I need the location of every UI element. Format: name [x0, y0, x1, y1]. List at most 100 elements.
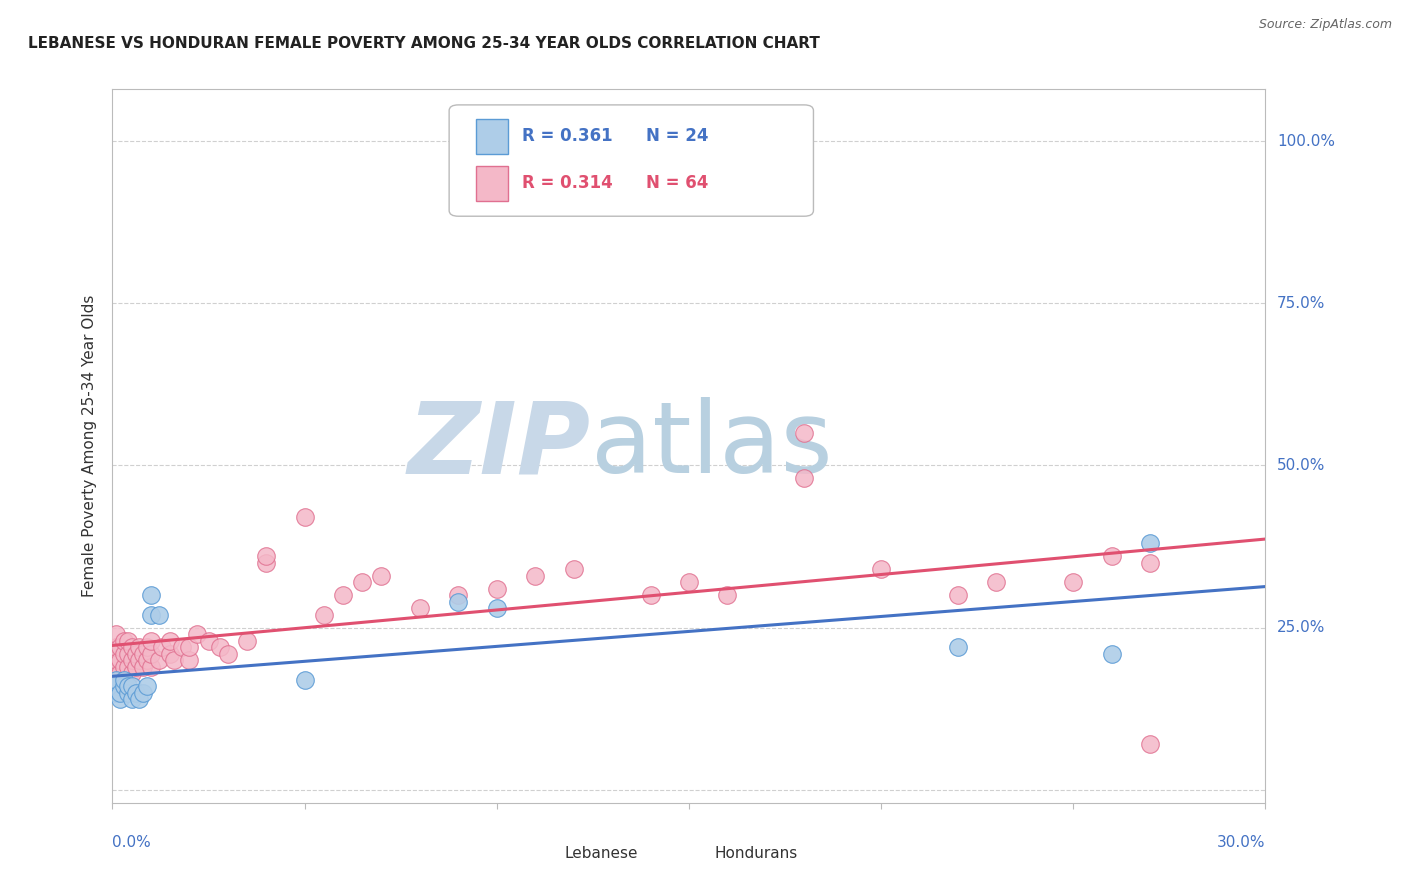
Point [121, 653, 143, 667]
Text: ZIP: ZIP [408, 398, 591, 494]
Point [186, 627, 208, 641]
Text: 25.0%: 25.0% [1277, 620, 1326, 635]
Point [108, 640, 131, 654]
Point [128, 653, 150, 667]
Text: 100.0%: 100.0% [1277, 134, 1334, 149]
Point [121, 666, 143, 681]
Point [159, 633, 181, 648]
Point [105, 666, 128, 681]
Point [986, 575, 1008, 590]
Text: R = 0.314: R = 0.314 [522, 175, 613, 193]
FancyBboxPatch shape [449, 105, 814, 216]
Point [678, 575, 700, 590]
Point [128, 692, 150, 706]
Point [139, 588, 162, 602]
Point [124, 659, 146, 673]
Point [121, 640, 143, 654]
Point [139, 633, 162, 648]
Point [136, 640, 159, 654]
Point [294, 673, 316, 687]
Point [294, 510, 316, 524]
Point [352, 575, 374, 590]
Point [179, 653, 201, 667]
Text: atlas: atlas [591, 398, 832, 494]
Point [112, 673, 135, 687]
Point [217, 647, 239, 661]
Point [485, 582, 508, 596]
Point [163, 653, 186, 667]
Point [716, 588, 738, 602]
Point [139, 659, 162, 673]
Point [562, 562, 585, 576]
Point [105, 673, 128, 687]
Point [108, 685, 131, 699]
Point [312, 607, 335, 622]
Text: Source: ZipAtlas.com: Source: ZipAtlas.com [1258, 18, 1392, 31]
Point [1101, 549, 1123, 564]
Point [132, 685, 155, 699]
Y-axis label: Female Poverty Among 25-34 Year Olds: Female Poverty Among 25-34 Year Olds [82, 295, 97, 597]
Point [793, 471, 815, 485]
Point [447, 588, 470, 602]
Point [148, 653, 170, 667]
Point [117, 647, 139, 661]
Text: LEBANESE VS HONDURAN FEMALE POVERTY AMONG 25-34 YEAR OLDS CORRELATION CHART: LEBANESE VS HONDURAN FEMALE POVERTY AMON… [28, 36, 820, 51]
Point [128, 640, 150, 654]
Point [124, 685, 146, 699]
Point [409, 601, 432, 615]
Point [485, 601, 508, 615]
Point [121, 692, 143, 706]
Point [136, 679, 159, 693]
Point [117, 659, 139, 673]
Point [1101, 647, 1123, 661]
Point [148, 607, 170, 622]
Point [112, 679, 135, 693]
Text: 0.0%: 0.0% [112, 835, 152, 850]
Text: N = 64: N = 64 [647, 175, 709, 193]
Point [136, 653, 159, 667]
Point [132, 647, 155, 661]
Point [370, 568, 392, 582]
Point [132, 659, 155, 673]
Point [447, 595, 470, 609]
Point [524, 568, 547, 582]
Point [1139, 556, 1161, 570]
Point [121, 679, 143, 693]
Text: Hondurans: Hondurans [714, 846, 797, 861]
Point [179, 640, 201, 654]
Point [159, 647, 181, 661]
Point [108, 692, 131, 706]
Point [124, 647, 146, 661]
Point [1139, 738, 1161, 752]
Bar [678, 840, 706, 867]
Point [117, 633, 139, 648]
Point [254, 556, 277, 570]
Point [170, 640, 193, 654]
Point [197, 633, 219, 648]
Point [117, 679, 139, 693]
Point [1139, 536, 1161, 550]
Point [112, 647, 135, 661]
Point [112, 633, 135, 648]
Point [946, 640, 969, 654]
Text: 75.0%: 75.0% [1277, 296, 1326, 310]
Point [105, 627, 128, 641]
Point [139, 647, 162, 661]
Point [117, 685, 139, 699]
Text: Lebanese: Lebanese [564, 846, 638, 861]
Point [108, 666, 131, 681]
Bar [475, 166, 508, 201]
Point [332, 588, 354, 602]
Text: 50.0%: 50.0% [1277, 458, 1326, 473]
Point [105, 653, 128, 667]
Point [139, 607, 162, 622]
Point [105, 685, 128, 699]
Text: N = 24: N = 24 [647, 128, 709, 145]
Point [870, 562, 893, 576]
Point [112, 659, 135, 673]
Text: R = 0.361: R = 0.361 [522, 128, 613, 145]
Point [209, 640, 232, 654]
Point [640, 588, 662, 602]
Point [254, 549, 277, 564]
Point [105, 679, 128, 693]
